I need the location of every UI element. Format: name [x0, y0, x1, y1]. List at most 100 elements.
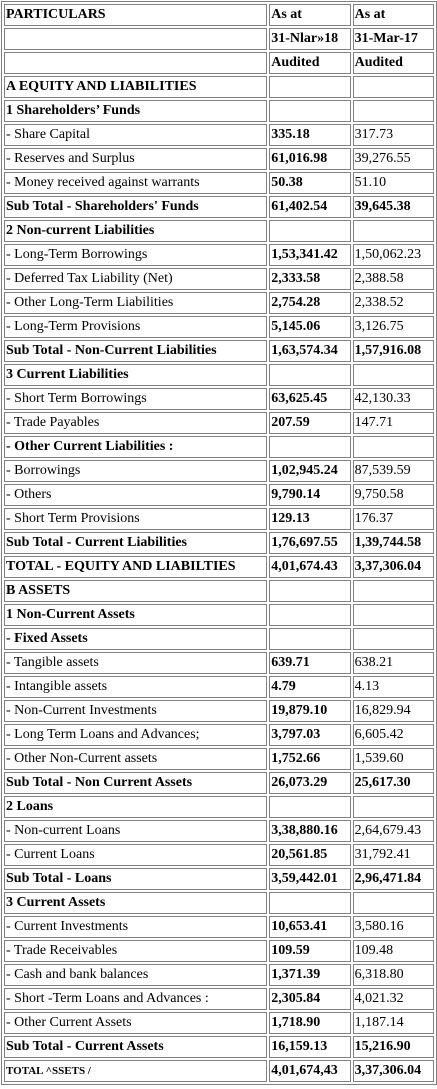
- value-2018-cell: 16,159.13: [269, 1036, 351, 1058]
- value-2017-cell: [352, 604, 434, 626]
- section-row: Sub Total - Non-Current Liabilities 1,63,…: [4, 340, 434, 362]
- value-2017-cell: [352, 76, 434, 98]
- particulars-cell: - Fixed Assets: [4, 628, 268, 650]
- value-2017-cell: 2,64,679.43: [352, 820, 434, 842]
- header-row: 31-Nlar»18 31-Mar-17: [4, 28, 434, 50]
- value-2017-cell: [352, 364, 434, 386]
- line-item-row: - Reserves and Surplus 61,016.98 39,276.55: [4, 148, 434, 170]
- value-2017-cell: [352, 580, 434, 602]
- value-2018-cell: 26,073.29: [269, 772, 351, 794]
- header-period-cell: 31-Mar-17: [352, 28, 434, 50]
- line-item-row: - Cash and bank balances 1,371.39 6,318.80: [4, 964, 434, 986]
- header-period-cell: As at: [269, 4, 351, 26]
- value-2018-cell: [269, 220, 351, 242]
- particulars-cell: - Cash and bank balances: [4, 964, 268, 986]
- value-2018-cell: [269, 100, 351, 122]
- header-label-cell: [4, 52, 268, 74]
- particulars-cell: 1 Non-Current Assets: [4, 604, 268, 626]
- value-2017-cell: 51.10: [352, 172, 434, 194]
- particulars-cell: - Other Current Assets: [4, 1012, 268, 1034]
- particulars-cell: 2 Loans: [4, 796, 268, 818]
- line-item-row: - Short Term Provisions 129.13 176.37: [4, 508, 434, 530]
- particulars-cell: B ASSETS: [4, 580, 268, 602]
- value-2017-cell: 4,021.32: [352, 988, 434, 1010]
- particulars-cell: - Long-Term Borrowings: [4, 244, 268, 266]
- particulars-cell: Sub Total - Current Assets: [4, 1036, 268, 1058]
- particulars-cell: 1 Shareholders’ Funds: [4, 100, 268, 122]
- particulars-cell: - Reserves and Surplus: [4, 148, 268, 170]
- value-2018-cell: 129.13: [269, 508, 351, 530]
- line-item-row: - Current Loans 20,561.85 31,792.41: [4, 844, 434, 866]
- value-2018-cell: 19,879.10: [269, 700, 351, 722]
- particulars-cell: - Borrowings: [4, 460, 268, 482]
- particulars-cell: - Other Current Liabilities :: [4, 436, 268, 458]
- value-2018-cell: 3,59,442.01: [269, 868, 351, 890]
- particulars-cell: Sub Total - Current Liabilities: [4, 532, 268, 554]
- section-row: 1 Non-Current Assets: [4, 604, 434, 626]
- line-item-row: - Intangible assets 4.79 4.13: [4, 676, 434, 698]
- header-row: Audited Audited: [4, 52, 434, 74]
- header-row: PARTICULARS As at As at: [4, 4, 434, 26]
- line-item-row: - Short -Term Loans and Advances :2,305.…: [4, 988, 434, 1010]
- particulars-cell: - Short -Term Loans and Advances :: [4, 988, 268, 1010]
- value-2018-cell: 61,402.54: [269, 196, 351, 218]
- value-2017-cell: 2,96,471.84: [352, 868, 434, 890]
- header-period-cell: Audited: [269, 52, 351, 74]
- value-2017-cell: [352, 796, 434, 818]
- particulars-cell: - Intangible assets: [4, 676, 268, 698]
- particulars-cell: - Non-current Loans: [4, 820, 268, 842]
- value-2017-cell: 1,57,916.08: [352, 340, 434, 362]
- particulars-cell: - Long-Term Provisions: [4, 316, 268, 338]
- value-2017-cell: [352, 100, 434, 122]
- particulars-cell: - Money received against warrants: [4, 172, 268, 194]
- value-2018-cell: 10,653.41: [269, 916, 351, 938]
- value-2018-cell: 61,016.98: [269, 148, 351, 170]
- value-2018-cell: 1,76,697.55: [269, 532, 351, 554]
- value-2018-cell: 2,305.84: [269, 988, 351, 1010]
- particulars-cell: - Other Long-Term Liabilities: [4, 292, 268, 314]
- value-2017-cell: 317.73: [352, 124, 434, 146]
- value-2017-cell: [352, 628, 434, 650]
- value-2017-cell: 2,338.52: [352, 292, 434, 314]
- value-2018-cell: 639.71: [269, 652, 351, 674]
- section-row: Sub Total - Current Liabilities 1,76,697.…: [4, 532, 434, 554]
- value-2017-cell: 638.21: [352, 652, 434, 674]
- particulars-cell: - Non-Current Investments: [4, 700, 268, 722]
- line-item-row: - Money received against warrants 50.38 51…: [4, 172, 434, 194]
- line-item-row: - Deferred Tax Liability (Net) 2,333.58 2,…: [4, 268, 434, 290]
- value-2018-cell: 1,02,945.24: [269, 460, 351, 482]
- particulars-cell: - Share Capital: [4, 124, 268, 146]
- particulars-cell: 3 Current Liabilities: [4, 364, 268, 386]
- particulars-cell: - Current Loans: [4, 844, 268, 866]
- header-label-cell: [4, 28, 268, 50]
- section-row: - Other Current Liabilities :: [4, 436, 434, 458]
- value-2017-cell: 4.13: [352, 676, 434, 698]
- section-row: 2 Loans: [4, 796, 434, 818]
- value-2017-cell: 176.37: [352, 508, 434, 530]
- value-2018-cell: [269, 76, 351, 98]
- line-item-row: - Others 9,790.14 9,750.58: [4, 484, 434, 506]
- value-2017-cell: 1,539.60: [352, 748, 434, 770]
- line-item-row: - Share Capital 335.18 317.73: [4, 124, 434, 146]
- value-2018-cell: 50.38: [269, 172, 351, 194]
- value-2017-cell: 87,539.59: [352, 460, 434, 482]
- line-item-row: - Tangible assets 639.71 638.21: [4, 652, 434, 674]
- value-2018-cell: 3,797.03: [269, 724, 351, 746]
- value-2017-cell: 31,792.41: [352, 844, 434, 866]
- particulars-cell: Sub Total - Non Current Assets: [4, 772, 268, 794]
- section-row: - Fixed Assets: [4, 628, 434, 650]
- line-item-row: - Long-Term Provisions 5,145.06 3,126.75: [4, 316, 434, 338]
- particulars-cell: - Short Term Provisions: [4, 508, 268, 530]
- section-row: Sub Total - Shareholders' Funds 61,402.54…: [4, 196, 434, 218]
- value-2018-cell: 5,145.06: [269, 316, 351, 338]
- section-row: Sub Total - Loans 3,59,442.01 2,96,471.84: [4, 868, 434, 890]
- value-2018-cell: 4.79: [269, 676, 351, 698]
- value-2017-cell: 109.48: [352, 940, 434, 962]
- value-2018-cell: [269, 436, 351, 458]
- header-period-cell: As at: [352, 4, 434, 26]
- value-2018-cell: 4,01,674,43: [269, 1060, 351, 1082]
- value-2017-cell: 25,617.30: [352, 772, 434, 794]
- value-2017-cell: 39,276.55: [352, 148, 434, 170]
- particulars-cell: Sub Total - Loans: [4, 868, 268, 890]
